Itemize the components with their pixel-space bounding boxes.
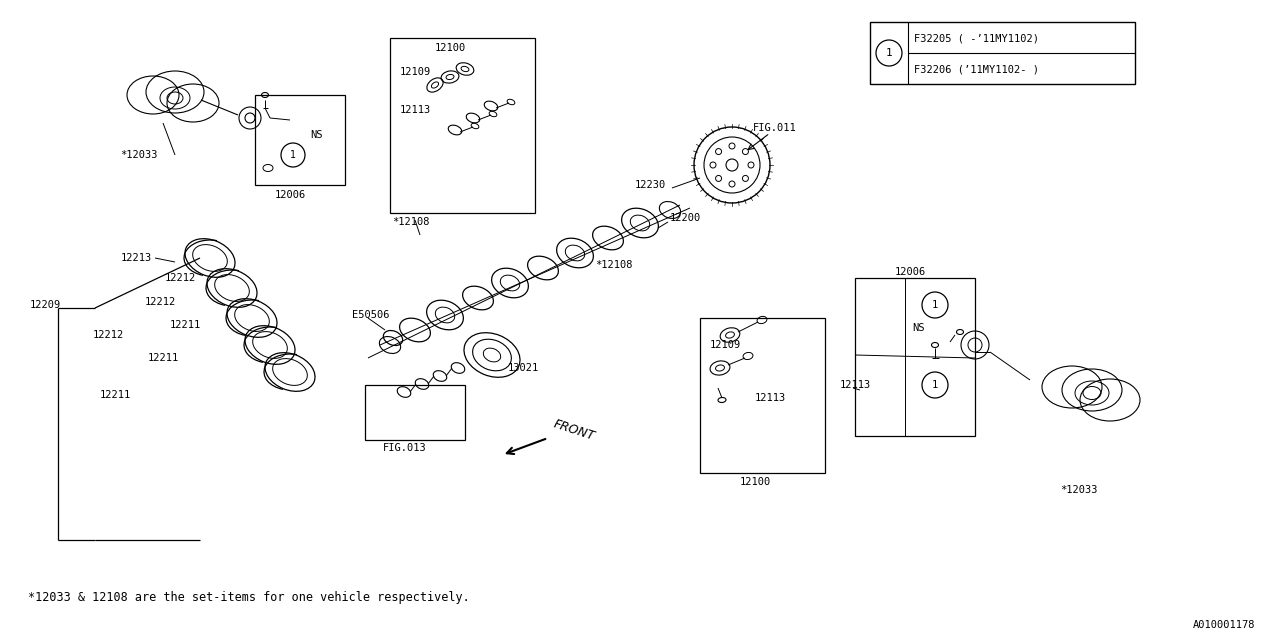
Text: F32206 (’11MY1102- ): F32206 (’11MY1102- ) <box>914 64 1039 74</box>
Text: 12113: 12113 <box>401 105 431 115</box>
Text: 12006: 12006 <box>895 267 925 277</box>
Text: 1: 1 <box>932 380 938 390</box>
Text: 12109: 12109 <box>710 340 741 350</box>
Text: 1: 1 <box>932 300 938 310</box>
Text: 12212: 12212 <box>93 330 124 340</box>
Text: F32205 ( -’11MY1102): F32205 ( -’11MY1102) <box>914 33 1039 43</box>
Text: 12212: 12212 <box>145 297 177 307</box>
Text: FIG.011: FIG.011 <box>753 123 796 133</box>
Text: FIG.013: FIG.013 <box>383 443 426 453</box>
Bar <box>390 38 535 213</box>
Text: 12113: 12113 <box>840 380 872 390</box>
Text: *12108: *12108 <box>595 260 632 270</box>
Text: *12033: *12033 <box>1060 485 1097 495</box>
Text: 12213: 12213 <box>120 253 152 263</box>
Text: 12113: 12113 <box>755 393 786 403</box>
Text: 12109: 12109 <box>401 67 431 77</box>
Text: 12211: 12211 <box>170 320 201 330</box>
Text: 12211: 12211 <box>148 353 179 363</box>
Text: A010001178: A010001178 <box>1193 620 1254 630</box>
Text: *12033 & 12108 are the set-items for one vehicle respectively.: *12033 & 12108 are the set-items for one… <box>28 591 470 605</box>
Text: FRONT: FRONT <box>552 417 596 443</box>
Text: 12230: 12230 <box>635 180 667 190</box>
Text: 1: 1 <box>291 150 296 160</box>
Text: 12006: 12006 <box>274 190 306 200</box>
Text: 12212: 12212 <box>165 273 196 283</box>
Text: *12108: *12108 <box>392 217 430 227</box>
Bar <box>365 385 465 440</box>
Text: *12033: *12033 <box>120 150 157 160</box>
Text: NS: NS <box>310 130 323 140</box>
Text: 12100: 12100 <box>434 43 466 53</box>
Text: 12200: 12200 <box>669 213 701 223</box>
Text: NS: NS <box>913 323 924 333</box>
Bar <box>855 278 975 436</box>
Text: 12100: 12100 <box>740 477 771 487</box>
Text: 12209: 12209 <box>29 300 61 310</box>
Text: 13021: 13021 <box>508 363 539 373</box>
Text: 12211: 12211 <box>100 390 132 400</box>
Bar <box>870 22 1135 84</box>
Bar <box>255 95 346 185</box>
Text: E50506: E50506 <box>352 310 389 320</box>
Bar <box>700 318 826 473</box>
Text: 1: 1 <box>886 48 892 58</box>
